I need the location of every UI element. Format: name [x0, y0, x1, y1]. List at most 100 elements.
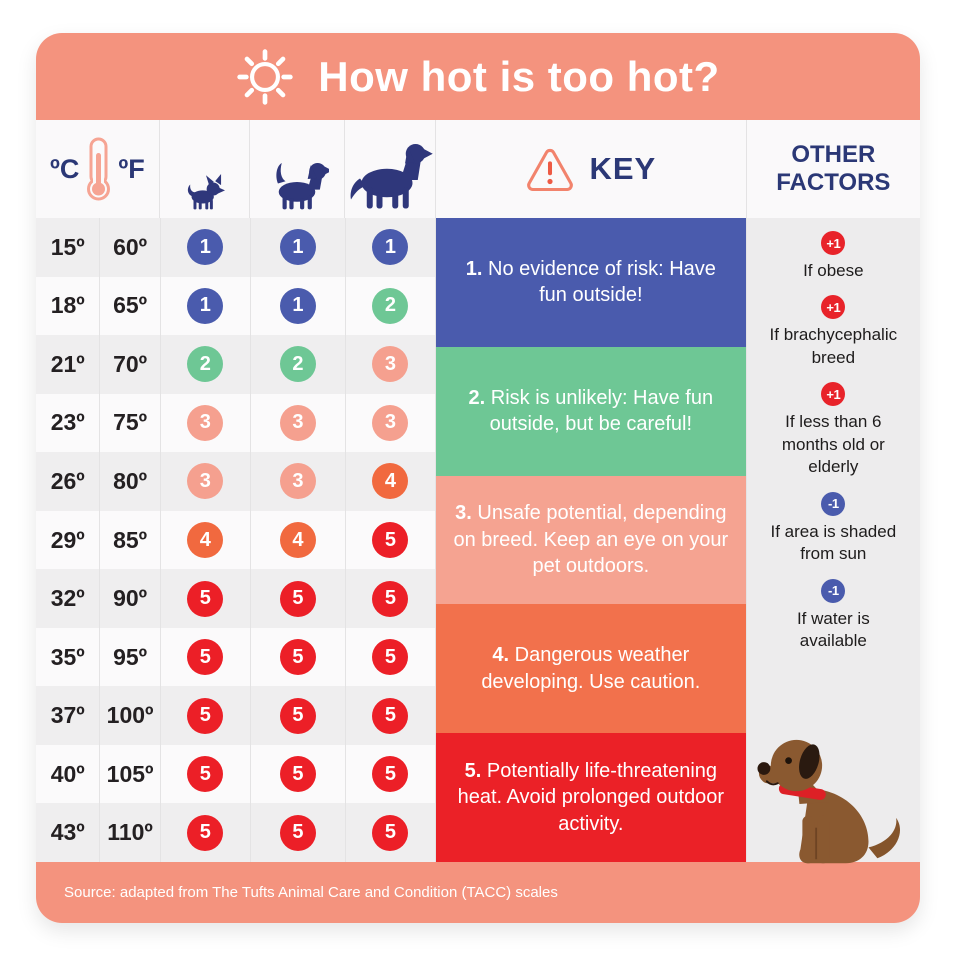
temp-f: 90º [113, 585, 148, 612]
header-banner: How hot is too hot? [36, 33, 920, 120]
rating-badge: 3 [372, 404, 409, 441]
page-title: How hot is too hot? [318, 52, 720, 100]
rating-badge: 5 [279, 814, 316, 851]
medium-dog-column-header [248, 120, 344, 218]
temp-f: 60º [113, 233, 148, 260]
rating-badge: 2 [279, 346, 316, 383]
rating-badge: 4 [187, 522, 224, 558]
temp-f: 100º [106, 702, 154, 729]
factor-text: If obese [803, 261, 864, 280]
temperature-table: ºC ºF [36, 120, 435, 863]
celsius-label: ºC [50, 153, 80, 184]
factor-item: +1 If obese [803, 231, 864, 282]
table-row: 37º 100º 5 5 5 [36, 686, 435, 745]
temp-c: 40º [50, 760, 85, 787]
rating-badge: 2 [372, 287, 409, 324]
temp-f: 85º [113, 526, 148, 553]
temp-c: 26º [50, 467, 85, 494]
other-factors-title: OTHER FACTORS [776, 141, 891, 196]
source-text: Source: adapted from The Tufts Animal Ca… [64, 884, 558, 901]
footer-banner: Source: adapted from The Tufts Animal Ca… [36, 862, 920, 923]
key-header: KEY [436, 120, 746, 218]
large-dog-column-header [344, 120, 435, 218]
rating-badge: 4 [372, 463, 409, 500]
factor-item: -1 If area is shaded from sun [762, 491, 904, 566]
rating-badge: 5 [372, 756, 409, 793]
medium-dog-icon [276, 162, 329, 210]
small-dog-column-header [158, 120, 249, 218]
rating-badge: 1 [187, 229, 224, 266]
table-header-row: ºC ºF [36, 120, 435, 218]
rating-badge: 5 [187, 756, 224, 793]
key-column: KEY 1. No evidence of risk: Have fun out… [435, 120, 746, 862]
factor-item: +1 If less than 6 months old or elderly [762, 382, 904, 478]
dog-illustration [757, 739, 901, 864]
key-entry-3: 3. Unsafe potential, depending on breed.… [436, 475, 746, 605]
temp-c: 18º [50, 292, 85, 319]
temp-f: 80º [113, 467, 148, 494]
rating-badge: 5 [372, 697, 409, 734]
temp-c: 21º [50, 350, 85, 377]
factor-badge: -1 [821, 491, 846, 516]
temp-f: 105º [106, 760, 154, 787]
table-row: 18º 65º 1 1 2 [36, 276, 435, 336]
rating-badge: 5 [372, 580, 409, 617]
factor-badge: +1 [821, 295, 846, 320]
large-dog-icon [350, 144, 433, 209]
table-row: 43º 110º 5 5 5 [36, 803, 435, 863]
rating-badge: 1 [372, 229, 409, 266]
rating-badge: 5 [279, 580, 316, 617]
rating-badge: 3 [279, 404, 316, 441]
sun-icon [237, 48, 294, 105]
key-entry-2: 2. Risk is unlikely: Have fun outside, b… [436, 346, 746, 476]
factor-text: If brachycephalic breed [769, 325, 898, 367]
infographic-card: How hot is too hot? ºC ºF [36, 33, 920, 923]
table-row: 26º 80º 3 3 4 [36, 452, 435, 511]
temp-f: 65º [113, 292, 148, 319]
rating-badge: 5 [187, 697, 224, 734]
temp-c: 32º [50, 585, 85, 612]
other-factors-header: OTHER FACTORS [746, 120, 920, 218]
temp-units-header: ºC ºF [36, 120, 159, 218]
factor-item: -1 If water is available [762, 578, 904, 653]
factor-text: If less than 6 months old or elderly [781, 412, 885, 477]
temp-c: 37º [50, 702, 85, 729]
rating-badge: 5 [279, 697, 316, 734]
table-body: 15º 60º 1 1 1 18º 65º 1 1 2 21º 70º 2 [36, 218, 435, 863]
temp-c: 15º [50, 233, 85, 260]
factor-badge: -1 [821, 578, 846, 603]
factor-badge: +1 [821, 231, 846, 255]
key-entry-5: 5. Potentially life-threatening heat. Av… [436, 733, 746, 862]
rating-badge: 3 [187, 404, 224, 441]
temp-c: 35º [50, 643, 85, 670]
small-dog-icon [188, 173, 226, 210]
temp-c: 43º [50, 819, 85, 846]
rating-badge: 3 [279, 463, 316, 500]
rating-badge: 5 [372, 639, 409, 676]
rating-badge: 3 [372, 346, 409, 383]
thermometer-icon [87, 137, 111, 201]
warning-icon [527, 148, 574, 191]
temp-f: 110º [107, 819, 153, 846]
rating-badge: 2 [187, 346, 224, 383]
rating-badge: 5 [372, 522, 409, 558]
key-title: KEY [589, 151, 657, 186]
key-entry-4: 4. Dangerous weather developing. Use cau… [436, 604, 746, 734]
table-row: 32º 90º 5 5 5 [36, 569, 435, 628]
rating-badge: 5 [279, 639, 316, 676]
table-row: 21º 70º 2 2 3 [36, 335, 435, 394]
rating-badge: 5 [372, 814, 409, 851]
rating-badge: 1 [187, 287, 224, 324]
rating-badge: 4 [279, 522, 316, 558]
temp-c: 23º [50, 409, 85, 436]
rating-badge: 5 [187, 814, 224, 851]
fahrenheit-label: ºF [118, 153, 145, 184]
temp-c: 29º [50, 526, 85, 553]
table-row: 29º 85º 4 4 5 [36, 510, 435, 570]
table-row: 23º 75º 3 3 3 [36, 393, 435, 453]
factor-badge: +1 [821, 382, 846, 407]
rating-badge: 3 [187, 463, 224, 500]
rating-badge: 1 [279, 229, 316, 266]
rating-badge: 5 [187, 639, 224, 676]
temp-f: 70º [113, 350, 148, 377]
